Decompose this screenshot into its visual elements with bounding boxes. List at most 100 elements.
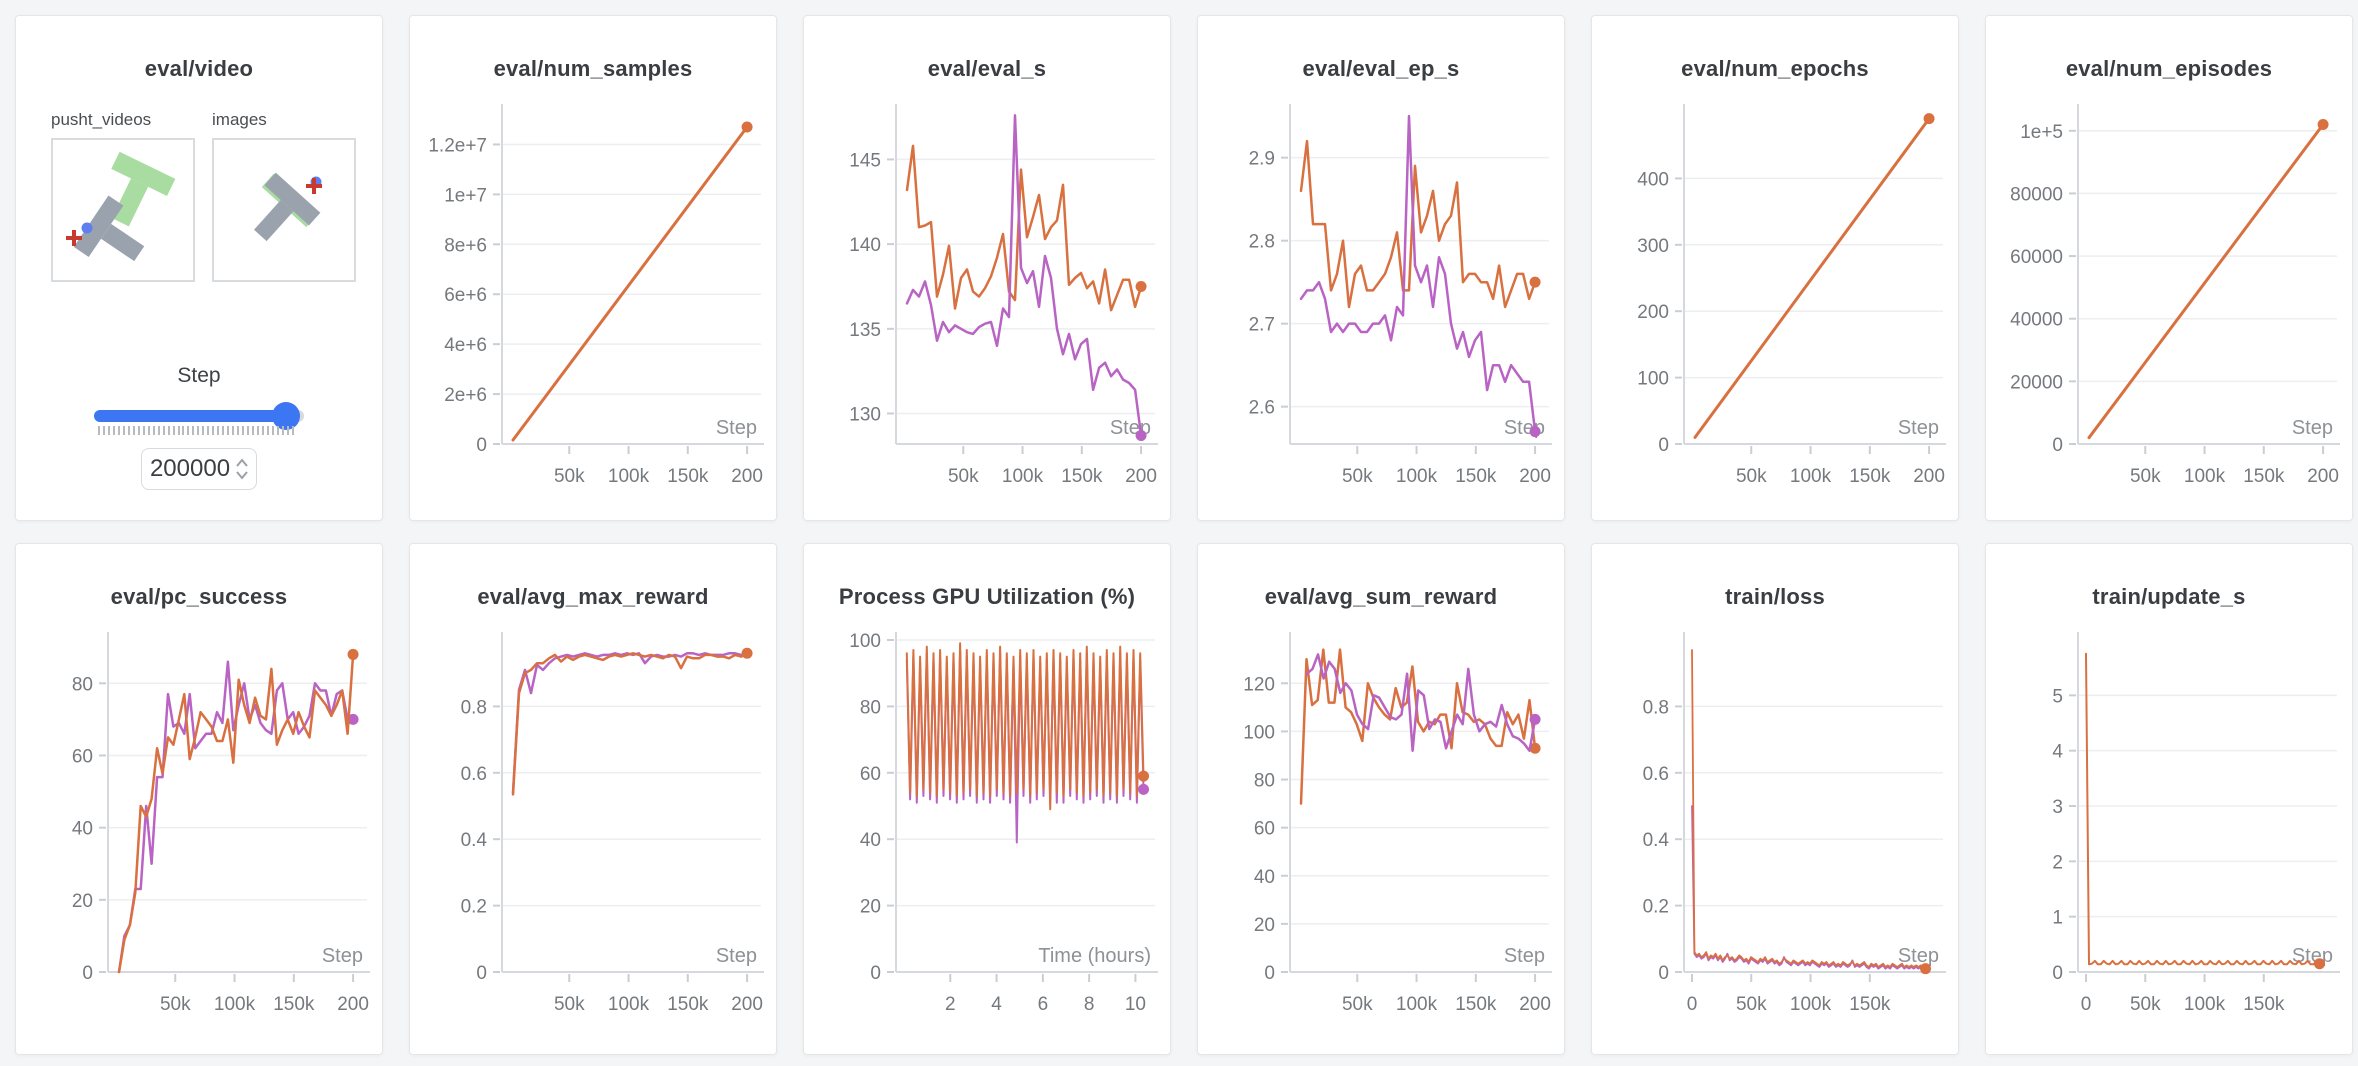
y-tick-label: 0 <box>2052 963 2063 984</box>
slider-tick <box>137 426 140 435</box>
x-tick-label: 100k <box>608 994 650 1015</box>
slider-tick <box>232 426 235 435</box>
chart-canvas-avg_max_reward[interactable]: 0 0.2 0.4 0.6 0.8 50k 100k 150k 200 Step <box>410 616 777 1044</box>
slider-tick <box>237 426 240 435</box>
y-tick-label: 40 <box>860 830 881 851</box>
chart-title: train/loss <box>1725 584 1825 609</box>
y-tick-label: 80 <box>1254 771 1275 792</box>
chart-title: eval/num_samples <box>493 56 693 81</box>
slider-tick <box>132 426 135 435</box>
stepper-arrows-icon[interactable] <box>235 456 249 482</box>
slider-tick <box>152 426 155 435</box>
series-endpoint-dot-run-orange <box>1923 113 1935 125</box>
x-tick-label: 100k <box>608 466 650 487</box>
series-endpoint-dot-run-orange <box>741 647 753 659</box>
y-tick-label: 2e+6 <box>444 385 487 406</box>
x-tick-label: 150k <box>1849 994 1891 1015</box>
x-axis-title: Step <box>1898 417 1939 439</box>
series-line-run-orange <box>1691 649 1927 970</box>
y-tick-label: 0.8 <box>1643 697 1669 718</box>
y-tick-label: 0 <box>82 963 93 984</box>
step-slider-block: Step <box>16 364 382 490</box>
slider-tick <box>107 426 110 435</box>
slider-tick <box>192 426 195 435</box>
series-line-run-orange <box>117 653 355 974</box>
chart-canvas-pc_success[interactable]: 0 20 40 60 80 50k 100k 150k 200 Step <box>16 616 383 1044</box>
panel-avg_sum_reward: eval/avg_sum_reward 0 20 40 60 80 100 120 50k 100… <box>1197 543 1565 1055</box>
series-endpoint-dot-run-purple <box>1529 713 1541 725</box>
chart-canvas-num_epochs[interactable]: 0 100 200 300 400 50k 100k 150k 200 Step <box>1592 88 1959 516</box>
slider-tick <box>257 426 259 435</box>
slider-tick <box>217 426 220 435</box>
step-value-input[interactable] <box>141 448 257 490</box>
y-tick-label: 3 <box>2052 797 2063 818</box>
slider-tick <box>98 426 100 435</box>
series-endpoint-dot-run-orange <box>347 648 359 660</box>
series-line-run-purple <box>511 652 749 794</box>
series-endpoint-dot-run-purple <box>1138 783 1150 795</box>
x-axis-title: Time (hours) <box>1038 945 1151 967</box>
chart-title: eval/eval_s <box>927 56 1047 81</box>
slider-tick <box>261 426 264 435</box>
y-tick-label: 2.8 <box>1249 232 1275 253</box>
slider-tick <box>202 426 205 435</box>
x-tick-label: 200 <box>337 994 369 1015</box>
panel-num_epochs: eval/num_epochs 0 100 200 300 400 50k 100k 150k 2… <box>1591 15 1959 521</box>
media-col-pusht-videos: pusht_videos <box>51 110 195 282</box>
series-endpoint-dot-run-orange <box>1138 770 1150 782</box>
slider-tick <box>271 426 274 435</box>
slider-tick <box>182 426 185 435</box>
y-tick-label: 100 <box>849 631 881 652</box>
series-line-run-orange <box>905 144 1143 312</box>
y-tick-label: 60000 <box>2010 247 2063 268</box>
x-tick-label: 200 <box>731 466 763 487</box>
y-tick-label: 2.6 <box>1249 398 1275 419</box>
panel-eval_s: eval/eval_s 130 135 140 145 50k 100k 150k 200 Ste… <box>803 15 1171 521</box>
step-slider[interactable] <box>94 402 304 435</box>
chart-canvas-avg_sum_reward[interactable]: 0 20 40 60 80 100 120 50k 100k 150k 200 Step <box>1198 616 1565 1044</box>
slider-tick <box>197 426 200 435</box>
series-line-run-orange <box>511 652 749 796</box>
chart-title: Process GPU Utilization (%) <box>838 584 1136 609</box>
y-tick-label: 2 <box>2052 852 2063 873</box>
x-tick-label: 150k <box>1455 994 1497 1015</box>
slider-tick <box>291 426 294 435</box>
y-tick-label: 1e+5 <box>2020 122 2063 143</box>
series-line-run-orange <box>1693 117 1931 439</box>
y-tick-label: 5 <box>2052 686 2063 707</box>
slider-thumb[interactable] <box>272 402 300 430</box>
slider-tick <box>212 426 215 435</box>
y-tick-label: 20000 <box>2010 372 2063 393</box>
y-tick-label: 4e+6 <box>444 335 487 356</box>
chart-canvas-num_samples[interactable]: 0 2e+6 4e+6 6e+6 8e+6 1e+7 1.2e+7 50k 100k 150k 20… <box>410 88 777 516</box>
panel-eval_ep_s: eval/eval_ep_s 2.6 2.7 2.8 2.9 50k 100k 150k 200… <box>1197 15 1565 521</box>
x-tick-label: 150k <box>2243 466 2285 487</box>
y-tick-label: 0.8 <box>461 697 487 718</box>
chart-canvas-gpu_util[interactable]: 0 20 40 60 80 100 2 4 6 8 10 Time (hours) <box>804 616 1171 1044</box>
media-col-images: images <box>212 110 356 282</box>
series-endpoint-dot-run-orange <box>2314 958 2326 970</box>
slider-tick <box>222 426 225 435</box>
series-line-run-orange <box>2087 123 2325 440</box>
series-line-run-orange <box>511 125 749 442</box>
media-label: pusht_videos <box>51 110 152 129</box>
slider-tick <box>252 426 255 435</box>
chart-title: eval/num_episodes <box>2065 56 2273 81</box>
goal-cross-icon <box>66 230 82 246</box>
pusht-video-thumbnail[interactable] <box>51 138 195 282</box>
x-tick-label: 150k <box>1849 466 1891 487</box>
goal-cross-icon <box>306 178 322 194</box>
y-tick-label: 0 <box>1658 963 1669 984</box>
images-thumbnail[interactable] <box>212 138 356 282</box>
chart-title: train/update_s <box>2092 584 2246 609</box>
y-tick-label: 120 <box>1243 674 1275 695</box>
chart-canvas-train_loss[interactable]: 0 0.2 0.4 0.6 0.8 0 50k 100k 150k Step <box>1592 616 1959 1044</box>
series-line-run-orange <box>1299 648 1537 805</box>
series-endpoint-dot-run-orange <box>1529 276 1541 288</box>
x-axis-title: Step <box>1898 945 1939 967</box>
y-tick-label: 2.9 <box>1249 149 1275 170</box>
chart-canvas-num_episodes[interactable]: 0 20000 40000 60000 80000 1e+5 50k 100k 150k 200 S… <box>1986 88 2353 516</box>
